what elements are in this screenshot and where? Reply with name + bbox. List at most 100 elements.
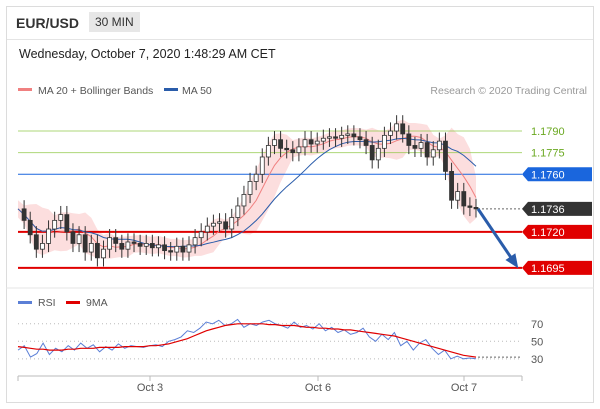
candle-body bbox=[76, 234, 82, 244]
level-label-pivot: 1.1760 bbox=[531, 169, 565, 181]
candle-body bbox=[101, 248, 106, 259]
candle-body bbox=[302, 139, 308, 148]
candle-body bbox=[351, 133, 357, 138]
candle-body bbox=[82, 234, 88, 253]
level-label-resistance-1: 1.1775 bbox=[531, 148, 565, 160]
x-tick-label: Oct 3 bbox=[137, 382, 163, 394]
legend-label-rsi: RSI bbox=[38, 297, 56, 309]
x-tick-label: Oct 7 bbox=[451, 382, 477, 394]
level-tag-last-price bbox=[522, 201, 592, 216]
candle-body bbox=[388, 130, 393, 136]
candle-body bbox=[418, 142, 424, 149]
candle-body bbox=[70, 231, 76, 244]
candle-body bbox=[345, 133, 351, 136]
candle-body bbox=[217, 221, 222, 224]
candle-body bbox=[265, 145, 271, 158]
candle-body bbox=[204, 225, 210, 233]
candle-body bbox=[21, 208, 27, 221]
candle-body bbox=[198, 231, 204, 239]
ma50-line bbox=[17, 137, 477, 248]
ma20-line bbox=[17, 135, 477, 250]
legend-label-9ma: 9MA bbox=[86, 297, 108, 309]
candle-body bbox=[278, 139, 283, 149]
candle-body bbox=[443, 140, 448, 172]
candle-body bbox=[381, 134, 387, 149]
candle-body bbox=[406, 133, 412, 146]
candle-body bbox=[107, 237, 112, 250]
candle-body bbox=[186, 244, 192, 253]
level-label-support-1: 1.1720 bbox=[531, 227, 565, 239]
candle-body bbox=[247, 181, 253, 195]
candle-body bbox=[412, 145, 418, 149]
level-tag-support-2 bbox=[522, 260, 592, 275]
candle-body bbox=[272, 139, 277, 146]
candles-group bbox=[21, 115, 479, 267]
candle-body bbox=[156, 244, 161, 249]
candle-body bbox=[363, 139, 369, 146]
candle-body bbox=[259, 156, 265, 175]
candle-body bbox=[192, 237, 198, 246]
credit-label: Research © 2020 Trading Central bbox=[430, 85, 587, 97]
candle-body bbox=[46, 228, 51, 244]
candle-body bbox=[58, 214, 64, 221]
candle-body bbox=[320, 137, 326, 142]
candle-body bbox=[455, 191, 461, 201]
candle-body bbox=[461, 191, 467, 207]
candle-body bbox=[211, 222, 216, 227]
candle-body bbox=[339, 134, 345, 139]
rsi-tick-label: 70 bbox=[531, 319, 543, 331]
forecast-arrow-head bbox=[505, 253, 519, 269]
candle-body bbox=[424, 142, 430, 158]
legend-label-ma50: MA 50 bbox=[182, 85, 212, 97]
candle-body bbox=[27, 219, 33, 236]
candle-body bbox=[52, 219, 58, 230]
candle-body bbox=[284, 147, 290, 151]
candle-body bbox=[113, 237, 119, 244]
candle-body bbox=[327, 136, 332, 139]
candle-body bbox=[357, 136, 363, 141]
candle-body bbox=[467, 205, 473, 208]
candle-body bbox=[229, 217, 235, 230]
legend-swatch-9ma bbox=[66, 301, 80, 304]
candle-body bbox=[375, 147, 381, 161]
candle-body bbox=[235, 205, 241, 218]
candle-body bbox=[125, 241, 131, 250]
candle-body bbox=[296, 146, 302, 154]
candle-body bbox=[290, 149, 296, 154]
candle-body bbox=[308, 139, 314, 145]
candle-body bbox=[400, 123, 406, 135]
symbol-title: EUR/USD bbox=[16, 15, 80, 31]
candle-body bbox=[314, 140, 320, 145]
chart-header: EUR/USD 30 MIN bbox=[7, 7, 593, 40]
bollinger-band bbox=[18, 119, 476, 259]
level-tag-pivot bbox=[522, 167, 592, 182]
candle-body bbox=[162, 244, 167, 252]
candle-body bbox=[174, 245, 180, 253]
candle-body bbox=[430, 149, 436, 158]
candle-body bbox=[180, 245, 186, 253]
candle-body bbox=[137, 243, 143, 247]
candle-body bbox=[33, 234, 39, 250]
level-label-support-2: 1.1695 bbox=[531, 263, 565, 275]
candle-body bbox=[64, 214, 70, 233]
candle-body bbox=[119, 243, 125, 250]
candle-body bbox=[149, 243, 155, 249]
candle-body bbox=[241, 194, 247, 207]
candle-body bbox=[168, 250, 174, 253]
candle-body bbox=[369, 145, 375, 161]
candle-body bbox=[394, 123, 400, 132]
legend-label-ma20: MA 20 + Bollinger Bands bbox=[38, 85, 153, 97]
legend-swatch-ma20 bbox=[18, 88, 32, 91]
candle-body bbox=[88, 243, 94, 253]
candle-body bbox=[449, 170, 454, 201]
rsi-line bbox=[17, 318, 477, 360]
rsi-tick-label: 30 bbox=[531, 354, 543, 366]
candle-body bbox=[436, 140, 442, 151]
rsi-tick-label: 50 bbox=[531, 336, 543, 348]
timeframe-badge[interactable]: 30 MIN bbox=[89, 12, 140, 32]
chart-widget: EUR/USD 30 MIN Wednesday, October 7, 202… bbox=[6, 6, 594, 403]
level-label-last-price: 1.1736 bbox=[531, 204, 565, 216]
rsi-9ma-line bbox=[17, 323, 477, 358]
candle-body bbox=[131, 241, 137, 244]
